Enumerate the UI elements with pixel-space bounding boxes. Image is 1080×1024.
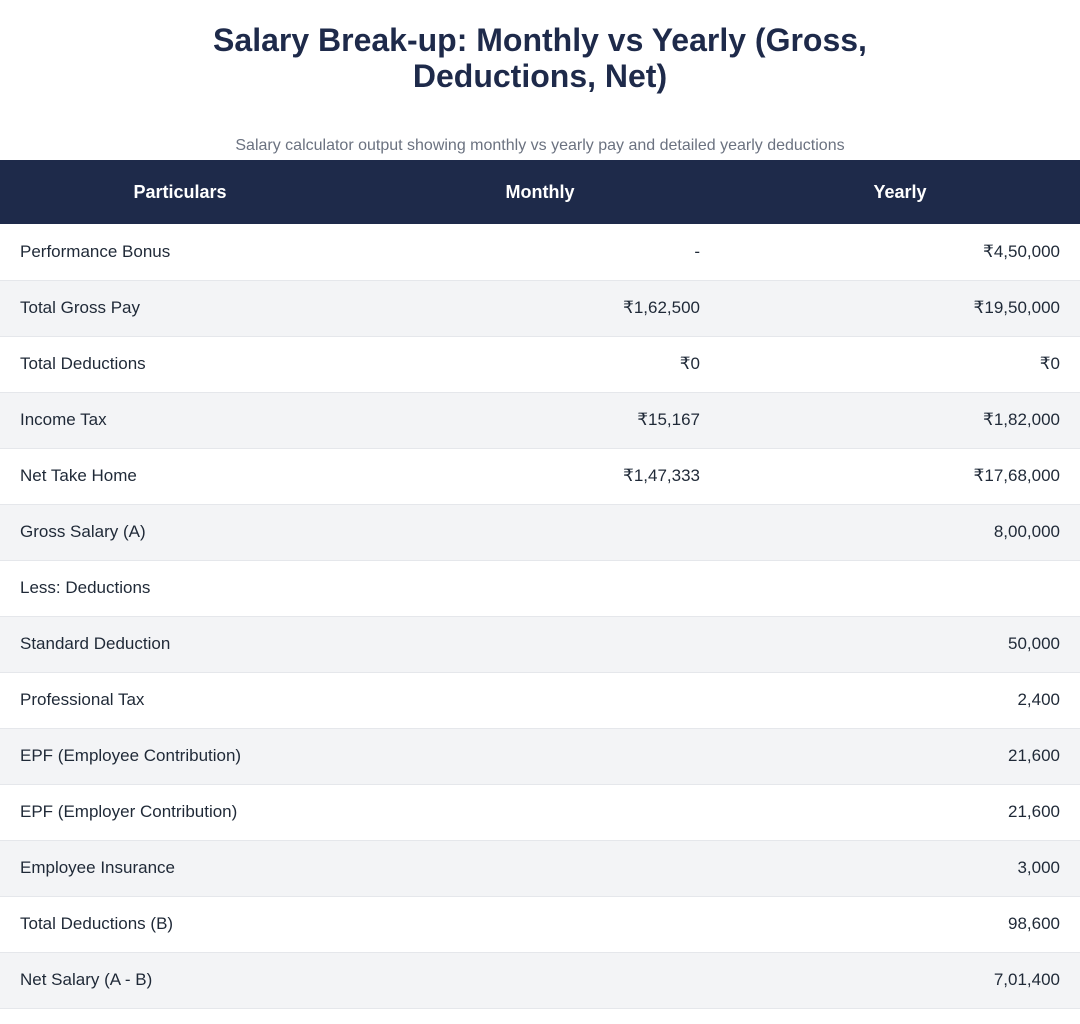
cell-yearly — [720, 560, 1080, 616]
cell-monthly: ₹15,167 — [637, 410, 700, 429]
column-header-yearly: Yearly — [873, 181, 927, 202]
cell-yearly: ₹0 — [1039, 354, 1060, 373]
table-row: Gross Salary (A) 8,00,000 — [0, 504, 1080, 560]
cell-particular: Standard Deduction — [20, 634, 171, 653]
cell-yearly: 2,400 — [1017, 690, 1060, 709]
cell-particular: Less: Deductions — [20, 578, 151, 597]
cell-monthly — [360, 952, 720, 1008]
salary-table: Particulars Monthly Yearly Performance B… — [0, 160, 1080, 1009]
cell-monthly — [360, 560, 720, 616]
page-title-line-1: Salary Break-up: Monthly vs Yearly (Gros… — [213, 22, 867, 58]
cell-monthly — [360, 672, 720, 728]
cell-monthly: - — [694, 241, 700, 261]
cell-particular: EPF (Employee Contribution) — [20, 746, 242, 765]
table-row: EPF (Employer Contribution) 21,600 — [0, 784, 1080, 840]
cell-yearly: ₹1,82,000 — [983, 410, 1060, 429]
page-title-line-2: Deductions, Net) — [412, 58, 668, 94]
cell-yearly: 50,000 — [1008, 634, 1060, 653]
table-row: Income Tax ₹15,167 ₹1,82,000 — [0, 392, 1080, 448]
cell-monthly — [360, 840, 720, 896]
cell-monthly: ₹1,47,333 — [623, 466, 700, 485]
cell-particular: Employee Insurance — [20, 858, 175, 877]
table-row: Employee Insurance 3,000 — [0, 840, 1080, 896]
cell-particular: Total Deductions — [20, 354, 146, 373]
cell-yearly: ₹4,50,000 — [983, 241, 1060, 261]
cell-monthly — [360, 616, 720, 672]
cell-particular: Performance Bonus — [20, 241, 171, 261]
cell-particular: Total Deductions (B) — [20, 914, 174, 933]
table-header-row: Particulars Monthly Yearly — [0, 160, 1080, 224]
cell-particular: Net Salary (A - B) — [20, 970, 153, 989]
table-row: Total Deductions (B) 98,600 — [0, 896, 1080, 952]
table-row: Total Deductions ₹0 ₹0 — [0, 336, 1080, 392]
cell-yearly: 8,00,000 — [993, 522, 1060, 541]
table-row: Less: Deductions — [0, 560, 1080, 616]
table-row: Total Gross Pay ₹1,62,500 ₹19,50,000 — [0, 280, 1080, 336]
cell-particular: Income Tax — [20, 410, 107, 429]
cell-monthly — [360, 728, 720, 784]
table-row: Standard Deduction 50,000 — [0, 616, 1080, 672]
table-row: Performance Bonus - ₹4,50,000 — [0, 224, 1080, 280]
cell-monthly — [360, 784, 720, 840]
cell-particular: Gross Salary (A) — [20, 522, 146, 541]
column-header-particulars: Particulars — [133, 181, 227, 202]
cell-particular: Total Gross Pay — [20, 298, 140, 317]
cell-monthly: ₹1,62,500 — [623, 298, 700, 317]
cell-yearly: 21,600 — [1008, 746, 1060, 765]
table-row: Professional Tax 2,400 — [0, 672, 1080, 728]
cell-particular: Professional Tax — [20, 690, 145, 709]
cell-particular: Net Take Home — [20, 466, 137, 485]
cell-yearly: ₹19,50,000 — [973, 298, 1060, 317]
page-subtitle: Salary calculator output showing monthly… — [235, 137, 845, 154]
cell-yearly: ₹17,68,000 — [973, 466, 1060, 485]
cell-monthly — [360, 504, 720, 560]
table-header: Particulars Monthly Yearly — [0, 160, 1080, 224]
column-header-monthly: Monthly — [505, 181, 575, 202]
cell-monthly — [360, 896, 720, 952]
cell-particular: EPF (Employer Contribution) — [20, 802, 238, 821]
table-row: Net Take Home ₹1,47,333 ₹17,68,000 — [0, 448, 1080, 504]
cell-yearly: 21,600 — [1008, 802, 1060, 821]
table-row: Net Salary (A - B) 7,01,400 — [0, 952, 1080, 1008]
cell-monthly: ₹0 — [679, 354, 700, 373]
table-body: Performance Bonus - ₹4,50,000 Total Gros… — [0, 224, 1080, 1008]
cell-yearly: 3,000 — [1017, 858, 1060, 877]
cell-yearly: 98,600 — [1008, 914, 1060, 933]
table-row: EPF (Employee Contribution) 21,600 — [0, 728, 1080, 784]
cell-yearly: 7,01,400 — [993, 970, 1060, 989]
page-title: Salary Break-up: Monthly vs Yearly (Gros… — [0, 0, 1080, 94]
